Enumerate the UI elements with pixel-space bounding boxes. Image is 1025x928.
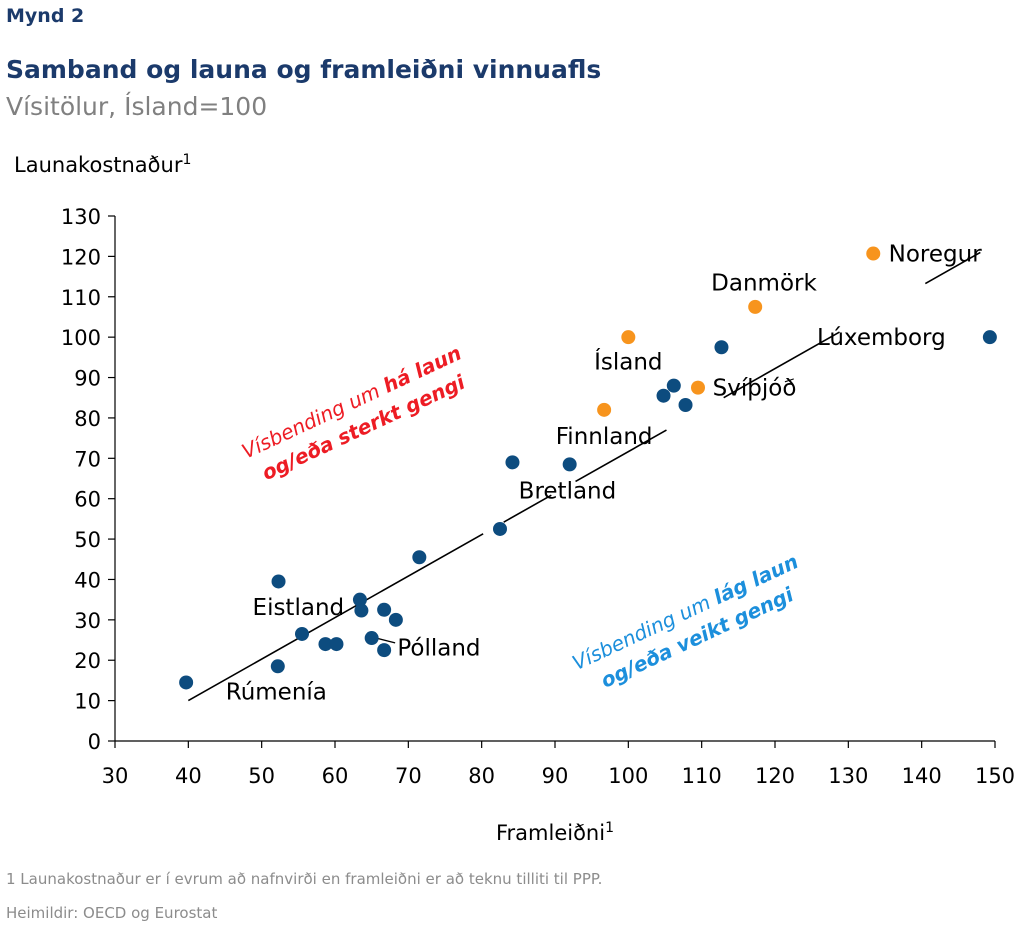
country-point: [505, 455, 520, 470]
x-tick-label: 140: [902, 764, 942, 788]
country-label: Bretland: [519, 479, 617, 505]
trend-line-segment: [575, 429, 667, 483]
country-label: Eistland: [253, 595, 345, 621]
y-tick-label: 70: [74, 447, 101, 471]
country-label: Finnland: [556, 424, 653, 450]
figure-label: Mynd 2: [6, 5, 85, 27]
y-axis-title: Launakostnaður1: [14, 152, 191, 177]
x-tick-label: 80: [468, 764, 495, 788]
country-point: [388, 612, 403, 627]
nordic-point: [691, 380, 705, 395]
y-tick-label: 0: [88, 730, 101, 754]
footnote: 1 Launakostnaður er í evrum að nafnvirði…: [6, 870, 603, 888]
country-label: Noregur: [889, 242, 983, 268]
trend-line-segment: [503, 494, 552, 523]
x-tick-label: 110: [682, 764, 722, 788]
trend-line-segment: [187, 533, 484, 702]
y-tick-label: 40: [74, 568, 101, 592]
x-tick-label: 100: [608, 764, 648, 788]
country-point: [982, 330, 997, 345]
y-tick-label: 20: [74, 649, 101, 673]
y-tick-label: 30: [74, 609, 101, 633]
y-tick-label: 10: [74, 690, 101, 714]
x-tick-label: 120: [755, 764, 795, 788]
country-point: [364, 631, 379, 646]
x-tick-label: 130: [828, 764, 868, 788]
leader-line: [375, 637, 396, 644]
x-tick-label: 150: [975, 764, 1015, 788]
country-point: [271, 574, 286, 589]
y-tick-label: 120: [61, 245, 101, 269]
country-point: [656, 388, 671, 403]
x-tick-label: 40: [175, 764, 202, 788]
y-tick-label: 110: [61, 286, 101, 310]
country-point: [179, 675, 194, 690]
country-label: Lúxemborg: [817, 325, 946, 351]
source-note: Heimildir: OECD og Eurostat: [6, 904, 218, 922]
country-point: [678, 398, 693, 412]
trend-line-segment: [723, 331, 840, 399]
y-tick-label: 80: [74, 407, 101, 431]
nordic-point: [621, 330, 636, 345]
country-point: [562, 457, 577, 472]
y-tick-label: 90: [74, 367, 101, 391]
x-tick-label: 30: [102, 764, 129, 788]
country-point: [666, 378, 681, 393]
x-tick-label: 90: [542, 764, 569, 788]
country-point: [493, 521, 507, 536]
chart-title: Samband og launa og framleiðni vinnuafls: [6, 55, 602, 84]
y-tick-label: 50: [74, 528, 101, 552]
scatter-chart: 0 10 20 30 40 50 60 70 80 90 100 110 120 130 30 40 50 60 7…: [14, 152, 1015, 845]
nordic-point: [748, 299, 763, 314]
x-axis-title: Framleiðni1: [496, 820, 614, 845]
chart-subtitle: Vísitölur, Ísland=100: [6, 92, 268, 121]
country-point: [377, 643, 392, 658]
country-point: [412, 550, 427, 565]
country-point: [329, 637, 344, 652]
country-label: Ísland: [594, 347, 662, 375]
x-tick-label: 70: [395, 764, 422, 788]
country-point: [354, 603, 369, 618]
x-tick-label: 60: [322, 764, 349, 788]
country-label: Pólland: [397, 635, 480, 661]
nordic-point: [597, 402, 612, 417]
y-tick-label: 60: [74, 488, 101, 512]
country-point: [714, 340, 729, 355]
y-tick-label: 130: [61, 205, 101, 229]
country-label: Rúmenía: [226, 680, 327, 706]
trend-line-segment: [924, 251, 981, 285]
country-point: [295, 626, 309, 641]
country-point: [352, 592, 367, 607]
x-tick-label: 50: [248, 764, 275, 788]
y-tick-label: 100: [61, 326, 101, 350]
country-label: Danmörk: [711, 271, 817, 297]
country-label: Svíþjóð: [713, 376, 797, 402]
country-point: [318, 637, 333, 652]
nordic-point: [866, 246, 881, 261]
country-point: [377, 602, 392, 617]
country-point: [270, 659, 285, 674]
